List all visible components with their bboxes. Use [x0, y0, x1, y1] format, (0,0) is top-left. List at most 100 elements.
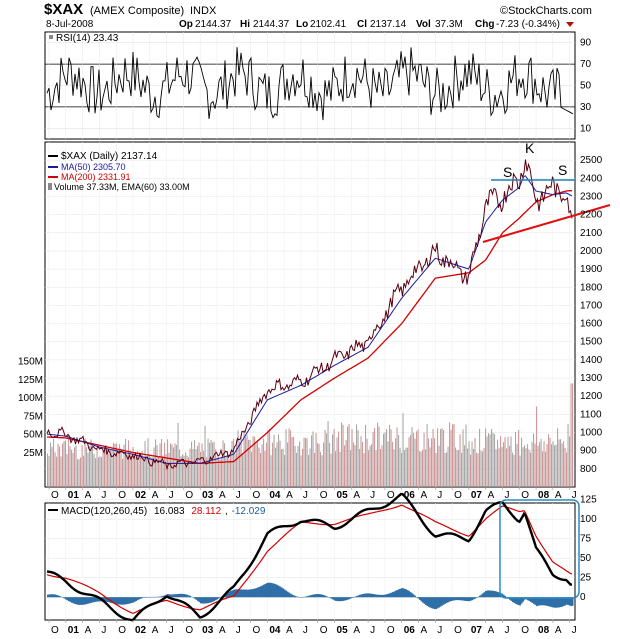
- volume-bar: [77, 459, 79, 487]
- volume-bar: [512, 452, 514, 487]
- volume-bar: [47, 453, 49, 487]
- volume-bar: [140, 454, 142, 487]
- price-tick-label: 1800: [580, 282, 603, 293]
- macd-histogram-bar: [435, 597, 437, 610]
- macd-histogram-bar: [558, 597, 560, 608]
- macd-histogram-bar: [443, 597, 445, 605]
- volume-bar: [564, 447, 566, 487]
- price-tick-label: 2200: [580, 210, 603, 221]
- volume-bar: [185, 452, 187, 487]
- macd-histogram-bar: [374, 594, 376, 598]
- volume-bar: [572, 383, 574, 487]
- macd-histogram-bar: [339, 597, 341, 602]
- macd-histogram-bar: [176, 594, 178, 598]
- macd-histogram-bar: [321, 594, 323, 598]
- x-tick-label: J: [504, 490, 509, 501]
- volume-bar: [246, 434, 248, 487]
- macd-histogram-bar: [353, 597, 355, 598]
- volume-bar: [348, 423, 350, 487]
- volume-bar: [467, 448, 469, 487]
- volume-bar: [216, 457, 218, 487]
- x-tick-label: J: [169, 625, 174, 636]
- volume-bar: [384, 432, 386, 487]
- macd-histogram-bar: [566, 597, 568, 605]
- macd-histogram-bar: [209, 597, 211, 603]
- macd-histogram-bar: [350, 597, 352, 599]
- volume-bar: [74, 447, 76, 487]
- macd-histogram-bar: [528, 597, 530, 601]
- volume-bar: [338, 431, 340, 487]
- volume-bar: [186, 455, 188, 487]
- volume-bar: [413, 433, 415, 487]
- macd-histogram-bar: [144, 597, 146, 598]
- volume-bar: [419, 451, 421, 487]
- volume-bar: [470, 454, 472, 487]
- volume-bar: [314, 452, 316, 487]
- macd-histogram-bar: [110, 597, 112, 603]
- macd-histogram-bar: [492, 590, 494, 598]
- volume-bar: [110, 449, 112, 487]
- macd-histogram-bar: [146, 597, 148, 598]
- macd-histogram-bar: [189, 595, 191, 598]
- macd-histogram-bar: [251, 589, 253, 598]
- volume-bar: [537, 445, 539, 487]
- macd-histogram-bar: [515, 597, 517, 604]
- volume-bar: [293, 436, 295, 487]
- volume-bar: [465, 424, 467, 487]
- volume-bar: [66, 454, 68, 487]
- volume-bar: [69, 446, 71, 487]
- volume-bar: [252, 436, 254, 487]
- x-tick-label: A: [286, 490, 293, 501]
- volume-bar: [147, 438, 149, 487]
- volume-bar: [441, 428, 443, 487]
- macd-histogram-bar: [432, 597, 434, 609]
- macd-histogram-bar: [200, 597, 202, 604]
- macd-histogram-bar: [329, 597, 331, 598]
- macd-histogram-bar: [534, 597, 536, 605]
- macd-histogram-bar: [158, 596, 160, 598]
- x-tick-label: 02: [135, 490, 147, 501]
- macd-histogram-bar: [66, 597, 68, 601]
- macd-histogram-bar: [231, 590, 233, 598]
- volume-bar: [243, 430, 245, 487]
- macd-histogram-bar: [537, 597, 539, 606]
- rsi-legend-swatch: [49, 35, 53, 39]
- macd-histogram-bar: [203, 597, 205, 604]
- macd-histogram-bar: [233, 589, 235, 598]
- x-tick-label: A: [152, 625, 159, 636]
- volume-bar: [87, 452, 89, 487]
- x-tick-label: O: [454, 490, 462, 501]
- volume-bar: [437, 428, 439, 487]
- macd-histogram-bar: [411, 593, 413, 598]
- volume-bar: [569, 436, 571, 487]
- volume-bar: [461, 452, 463, 487]
- macd-histogram-bar: [365, 593, 367, 598]
- macd-histogram-bar: [213, 597, 215, 602]
- macd-histogram-bar: [150, 596, 152, 598]
- macd-histogram-bar: [501, 593, 503, 598]
- macd-histogram-bar: [63, 597, 65, 599]
- volume-bar: [450, 429, 452, 487]
- x-tick-label: 01: [68, 625, 80, 636]
- macd-histogram-bar: [89, 597, 91, 604]
- macd-histogram-bar: [60, 596, 62, 598]
- macd-histogram-bar: [201, 597, 203, 604]
- volume-bar: [258, 447, 260, 487]
- macd-histogram-bar: [252, 588, 254, 598]
- macd-histogram-bar: [269, 582, 271, 598]
- volume-bar: [302, 448, 304, 487]
- macd-histogram-bar: [47, 594, 49, 598]
- macd-histogram-bar: [434, 597, 436, 609]
- rsi-title: RSI(14) 23.43: [56, 33, 119, 44]
- macd-histogram-bar: [113, 597, 115, 604]
- volume-bar: [452, 424, 454, 487]
- volume-bar: [321, 455, 323, 487]
- volume-bar: [126, 454, 128, 487]
- volume-bar: [383, 433, 385, 487]
- volume-bar: [131, 455, 133, 487]
- volume-bar: [153, 447, 155, 487]
- volume-bar: [444, 453, 446, 487]
- macd-histogram-bar: [59, 596, 61, 598]
- macd-histogram-bar: [267, 582, 269, 598]
- volume-bar: [495, 449, 497, 487]
